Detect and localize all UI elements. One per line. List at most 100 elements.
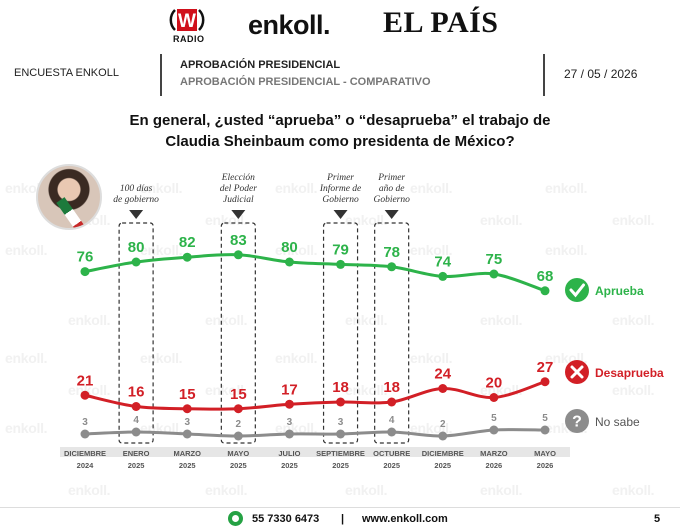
- annotation-label: Judicial: [223, 195, 254, 205]
- legend-icon-aprueba: [565, 278, 589, 302]
- data-point-aprueba: [284, 257, 294, 267]
- data-point-desaprueba: [540, 377, 550, 387]
- data-label-aprueba: 78: [383, 244, 400, 261]
- data-point-aprueba: [540, 286, 550, 296]
- data-point-aprueba: [336, 259, 346, 269]
- watermark-text: enkoll.: [345, 382, 388, 398]
- data-label-desaprueba: 18: [383, 379, 400, 396]
- x-tick-label: 2026: [537, 461, 554, 470]
- data-point-desaprueba: [438, 384, 448, 393]
- w-radio-sub: RADIO: [173, 34, 205, 44]
- page-number: 5: [654, 513, 661, 525]
- logo-bar: W RADIO enkoll. EL PAÍS: [0, 4, 680, 46]
- data-label-desaprueba: 21: [77, 372, 94, 389]
- data-point-aprueba: [233, 250, 243, 260]
- data-point-no_sabe: [233, 431, 243, 441]
- survey-question: En general, ¿usted “aprueba” o “desaprue…: [0, 110, 680, 152]
- annotation-label: Informe de: [319, 183, 361, 194]
- watermark-text: enkoll.: [275, 350, 318, 366]
- data-point-no_sabe: [182, 429, 192, 439]
- watermark-text: enkoll.: [410, 242, 453, 258]
- watermark-text: enkoll.: [480, 482, 523, 498]
- header-divider: [160, 54, 162, 96]
- watermark-text: enkoll.: [345, 482, 388, 498]
- watermark-text: enkoll.: [68, 382, 111, 398]
- whatsapp-icon: [228, 511, 243, 526]
- watermark-text: enkoll.: [205, 382, 248, 398]
- question-line: En general, ¿usted “aprueba” o “desaprue…: [129, 112, 551, 129]
- annotation-label: de gobierno: [113, 195, 159, 205]
- watermark-text: enkoll.: [140, 180, 183, 196]
- data-point-no_sabe: [489, 425, 499, 435]
- annotation-label: del Poder: [220, 184, 258, 194]
- watermark-text: enkoll.: [275, 180, 318, 196]
- watermark-text: enkoll.: [410, 180, 453, 196]
- watermark-text: enkoll.: [140, 350, 183, 366]
- data-label-aprueba: 75: [486, 251, 503, 268]
- data-point-no_sabe: [284, 429, 294, 439]
- data-label-desaprueba: 17: [281, 381, 298, 398]
- watermark-text: enkoll.: [5, 420, 48, 436]
- x-tick-label: DICIEMBRE: [422, 449, 464, 458]
- annotation-label: Gobierno: [373, 195, 410, 205]
- x-tick-label: JULIO: [278, 449, 300, 458]
- watermark-text: enkoll.: [205, 312, 248, 328]
- data-label-desaprueba: 16: [128, 384, 145, 401]
- x-tick-label: 2025: [383, 461, 400, 470]
- x-tick-label: 2025: [434, 461, 451, 470]
- data-point-no_sabe: [336, 429, 346, 439]
- header-subtitle: APROBACIÓN PRESIDENCIAL - COMPARATIVO: [180, 76, 431, 88]
- watermark-text: enkoll.: [140, 242, 183, 258]
- header-title: APROBACIÓN PRESIDENCIAL: [180, 59, 341, 71]
- annotation-label: Elección: [221, 173, 255, 183]
- data-label-desaprueba: 18: [332, 379, 349, 396]
- watermark-text: enkoll.: [68, 482, 111, 498]
- survey-label: ENCUESTA ENKOLL: [14, 67, 119, 79]
- legend-label-aprueba: Aprueba: [595, 284, 644, 298]
- check-icon: [569, 283, 585, 298]
- watermark-text: enkoll.: [345, 212, 388, 228]
- data-point-desaprueba: [284, 399, 294, 409]
- series-line-aprueba: [84, 253, 546, 293]
- header-band: ENCUESTA ENKOLL APROBACIÓN PRESIDENCIAL …: [0, 50, 680, 102]
- footer-phone[interactable]: 55 7330 6473: [252, 513, 320, 525]
- data-label-no_sabe: 3: [82, 417, 88, 428]
- header-date: 27 / 05 / 2026: [564, 67, 638, 81]
- data-label-aprueba: 80: [128, 239, 145, 256]
- data-point-aprueba: [131, 257, 141, 267]
- data-point-desaprueba: [387, 397, 397, 407]
- x-tick-label: MARZO: [480, 449, 508, 458]
- data-label-desaprueba: 15: [179, 386, 196, 403]
- data-point-no_sabe: [131, 427, 141, 437]
- w-radio-logo-mark: W: [169, 9, 205, 32]
- watermark-text: enkoll.: [612, 482, 655, 498]
- annotation-label: 100 días: [120, 184, 153, 194]
- data-point-aprueba: [489, 269, 499, 279]
- data-point-no_sabe: [540, 425, 550, 435]
- data-label-no_sabe: 3: [287, 417, 293, 428]
- footer-website[interactable]: www.enkoll.com: [362, 513, 448, 525]
- watermark-text: enkoll.: [612, 312, 655, 328]
- data-point-desaprueba: [131, 402, 141, 411]
- header-divider: [543, 54, 545, 96]
- annotation-box: [220, 222, 256, 444]
- watermark-text: enkoll.: [545, 242, 588, 258]
- enkoll-logo: enkoll.: [248, 10, 331, 40]
- data-point-desaprueba: [80, 390, 90, 400]
- data-label-aprueba: 79: [332, 241, 349, 258]
- x-tick-label: MAYO: [534, 449, 556, 458]
- data-point-aprueba: [80, 267, 90, 277]
- data-label-desaprueba: 27: [537, 359, 554, 376]
- president-avatar: [36, 164, 102, 230]
- w-radio-logo: W RADIO: [165, 6, 217, 44]
- x-tick-label: 2025: [230, 461, 247, 470]
- data-label-desaprueba: 24: [434, 366, 451, 383]
- watermark-text: enkoll.: [612, 212, 655, 228]
- annotation-box: [374, 222, 410, 444]
- question-mark-icon: ?: [572, 414, 582, 431]
- x-axis-bar: [60, 447, 570, 457]
- annotation-marker-icon: [333, 210, 348, 219]
- data-point-desaprueba: [336, 397, 346, 407]
- data-point-aprueba: [438, 271, 448, 281]
